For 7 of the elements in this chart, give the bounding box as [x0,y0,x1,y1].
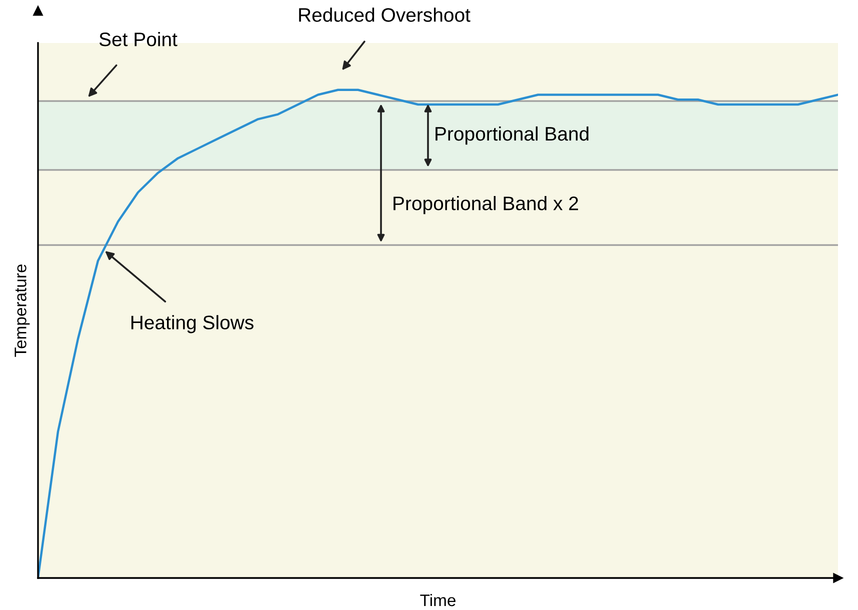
y-axis-title: Temperature [14,264,30,357]
annotation: Heating Slows [131,315,254,334]
x-axis-title: Time [420,594,456,606]
annotation: Proportional Band x 2 [394,196,578,214]
band-label: Proportional Band [436,126,588,145]
text: Reduced Overshoot [299,8,470,22]
ref-line-label: Set Point [99,32,178,46]
